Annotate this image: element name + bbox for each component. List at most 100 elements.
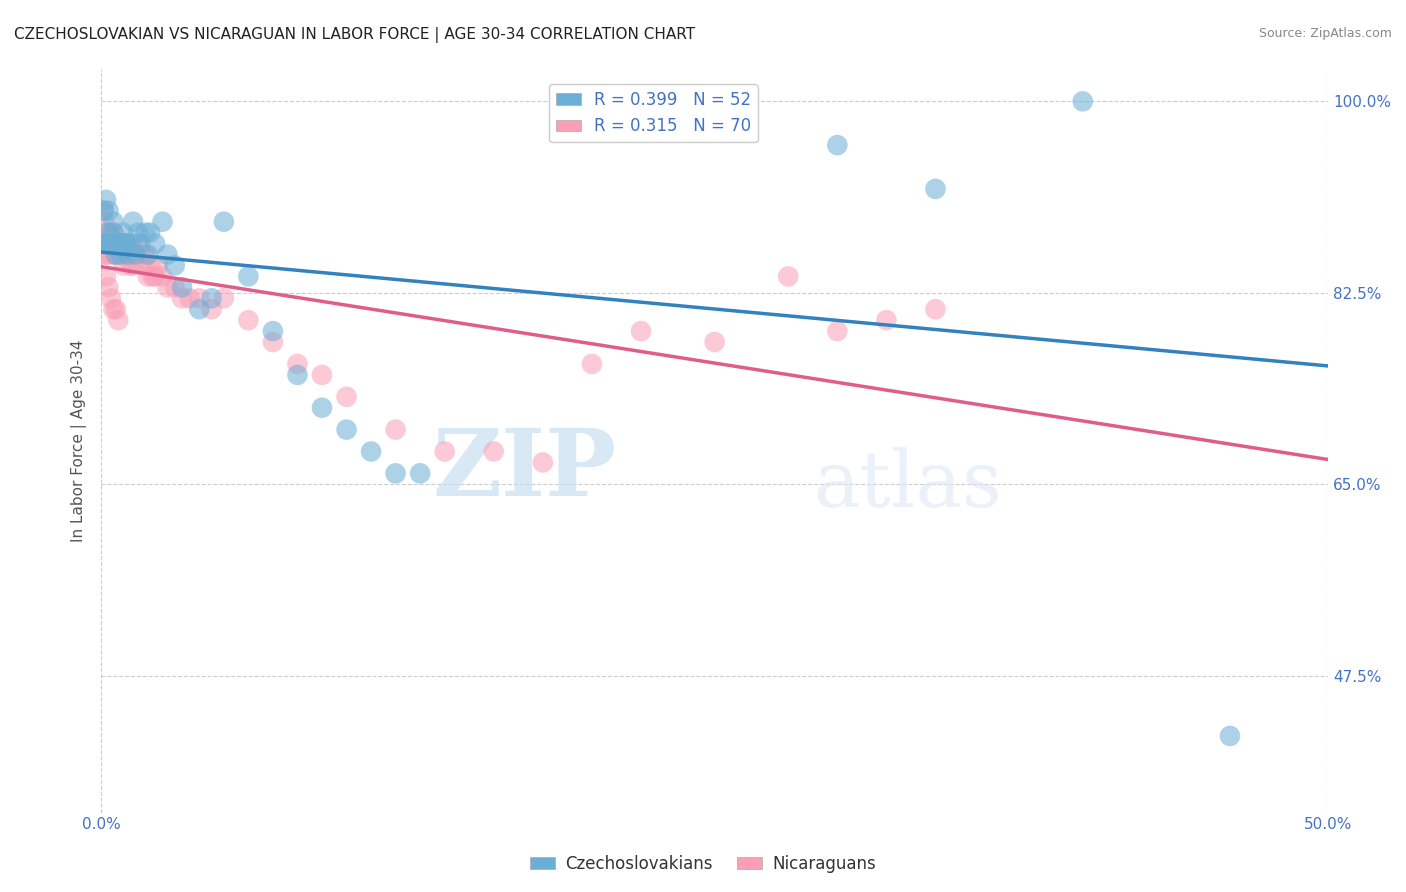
- Point: [124, 247, 146, 261]
- Point: [97, 226, 120, 240]
- Point: [104, 302, 127, 317]
- Y-axis label: In Labor Force | Age 30-34: In Labor Force | Age 30-34: [72, 339, 87, 541]
- Point: [212, 291, 235, 305]
- Point: [129, 247, 152, 261]
- Point: [360, 444, 382, 458]
- Point: [93, 203, 115, 218]
- Point: [581, 357, 603, 371]
- Point: [139, 226, 162, 240]
- Point: [136, 247, 159, 261]
- Point: [93, 203, 115, 218]
- Legend: R = 0.399   N = 52, R = 0.315   N = 70: R = 0.399 N = 52, R = 0.315 N = 70: [548, 84, 758, 142]
- Point: [103, 215, 125, 229]
- Point: [94, 247, 117, 261]
- Point: [531, 455, 554, 469]
- Point: [100, 291, 122, 305]
- Point: [1219, 729, 1241, 743]
- Point: [703, 334, 725, 349]
- Point: [110, 247, 132, 261]
- Text: CZECHOSLOVAKIAN VS NICARAGUAN IN LABOR FORCE | AGE 30-34 CORRELATION CHART: CZECHOSLOVAKIAN VS NICARAGUAN IN LABOR F…: [14, 27, 695, 43]
- Point: [103, 236, 125, 251]
- Point: [134, 226, 156, 240]
- Point: [110, 247, 132, 261]
- Legend: Czechoslovakians, Nicaraguans: Czechoslovakians, Nicaraguans: [523, 848, 883, 880]
- Point: [924, 182, 946, 196]
- Point: [482, 444, 505, 458]
- Point: [93, 247, 115, 261]
- Point: [94, 226, 117, 240]
- Point: [335, 390, 357, 404]
- Point: [93, 236, 115, 251]
- Point: [122, 259, 145, 273]
- Point: [93, 236, 115, 251]
- Point: [132, 259, 155, 273]
- Point: [335, 423, 357, 437]
- Point: [146, 259, 169, 273]
- Point: [384, 423, 406, 437]
- Point: [112, 259, 135, 273]
- Point: [114, 236, 136, 251]
- Point: [104, 236, 127, 251]
- Point: [122, 215, 145, 229]
- Point: [142, 269, 165, 284]
- Point: [134, 247, 156, 261]
- Point: [100, 236, 122, 251]
- Point: [112, 226, 135, 240]
- Point: [104, 236, 127, 251]
- Point: [97, 236, 120, 251]
- Point: [409, 467, 432, 481]
- Point: [110, 236, 132, 251]
- Point: [97, 236, 120, 251]
- Point: [120, 236, 142, 251]
- Point: [212, 215, 235, 229]
- Text: ZIP: ZIP: [432, 425, 616, 516]
- Point: [107, 236, 129, 251]
- Point: [188, 291, 211, 305]
- Point: [200, 302, 222, 317]
- Point: [94, 236, 117, 251]
- Point: [262, 324, 284, 338]
- Point: [136, 269, 159, 284]
- Point: [127, 236, 149, 251]
- Point: [311, 368, 333, 382]
- Point: [120, 247, 142, 261]
- Point: [93, 215, 115, 229]
- Point: [100, 236, 122, 251]
- Point: [163, 280, 186, 294]
- Point: [433, 444, 456, 458]
- Point: [103, 247, 125, 261]
- Point: [172, 280, 194, 294]
- Point: [117, 247, 139, 261]
- Point: [103, 302, 125, 317]
- Point: [311, 401, 333, 415]
- Point: [262, 334, 284, 349]
- Point: [156, 280, 179, 294]
- Point: [97, 280, 120, 294]
- Point: [110, 236, 132, 251]
- Point: [107, 236, 129, 251]
- Point: [124, 247, 146, 261]
- Point: [103, 226, 125, 240]
- Point: [200, 291, 222, 305]
- Point: [630, 324, 652, 338]
- Point: [94, 236, 117, 251]
- Point: [107, 236, 129, 251]
- Point: [384, 467, 406, 481]
- Point: [287, 368, 309, 382]
- Point: [143, 236, 166, 251]
- Point: [103, 226, 125, 240]
- Point: [103, 236, 125, 251]
- Text: atlas: atlas: [813, 447, 1001, 523]
- Point: [107, 313, 129, 327]
- Point: [94, 269, 117, 284]
- Point: [117, 247, 139, 261]
- Point: [238, 269, 260, 284]
- Point: [97, 226, 120, 240]
- Point: [163, 259, 186, 273]
- Point: [630, 95, 652, 109]
- Point: [97, 247, 120, 261]
- Point: [112, 236, 135, 251]
- Point: [778, 269, 800, 284]
- Point: [100, 236, 122, 251]
- Point: [143, 269, 166, 284]
